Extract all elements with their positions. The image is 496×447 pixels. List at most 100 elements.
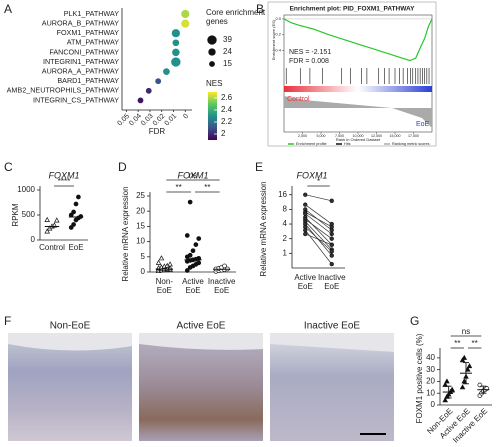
data-point — [44, 216, 50, 222]
legend-title: genes — [206, 17, 228, 26]
histology-image — [139, 333, 263, 441]
colorbar-label: 2 — [221, 129, 226, 138]
data-point — [73, 201, 79, 207]
y-tick-label: 5 — [141, 252, 146, 261]
data-point — [71, 209, 76, 215]
data-point — [449, 386, 455, 392]
data-point — [155, 259, 162, 265]
x-tick-label: 7,500 — [335, 134, 344, 138]
legend-label: Hits — [344, 142, 351, 146]
y-tick-label: 20 — [426, 377, 435, 386]
x-tick-label: 12,500 — [371, 134, 382, 138]
x-tick-label: Active — [294, 273, 316, 282]
y-tick-label: INTEGRIN_CS_PATHWAY — [33, 95, 119, 104]
annotation: NES = -2.151 — [289, 49, 331, 56]
data-point — [54, 217, 60, 223]
y-tick-label: 30 — [426, 365, 435, 374]
y-tick-label: INTEGRIN1_PATHWAY — [43, 57, 119, 66]
legend-label: 39 — [223, 35, 232, 44]
x-axis-label: FDR — [149, 127, 166, 136]
x-tick-label: Control — [39, 243, 65, 252]
panel-label: C — [4, 160, 13, 174]
data-point — [303, 211, 308, 216]
significance-label: * — [317, 177, 320, 186]
panel-label: A — [4, 2, 12, 16]
data-point — [190, 248, 196, 254]
legend-label: Ranking metric scores — [392, 142, 430, 146]
phenotype-label: Control — [287, 96, 310, 103]
x-tick-label: 15,000 — [390, 134, 401, 138]
x-tick-label: Inactive — [318, 273, 346, 282]
x-tick-label: 0 — [182, 113, 190, 121]
dot — [172, 48, 180, 57]
image-title: Non-EoE — [50, 321, 91, 332]
legend-size — [208, 48, 216, 56]
significance-label: ** — [176, 183, 182, 192]
pair-line — [305, 219, 332, 239]
pair-line — [304, 223, 333, 256]
y-tick-label: 20 — [136, 206, 145, 215]
data-point — [329, 236, 334, 241]
y-axis-label: Relative mRNA expression — [259, 181, 268, 276]
data-point — [44, 228, 50, 234]
chart-title: FOXM1 — [177, 170, 208, 180]
data-point — [459, 357, 466, 363]
dot — [155, 78, 162, 85]
y-tick-label: -0.2 — [274, 32, 282, 37]
data-point — [303, 231, 308, 237]
y-axis-label: FOXM1 positive cells (%) — [415, 333, 424, 423]
y-axis-label: RPKM — [11, 203, 20, 226]
y-tick-label: 40 — [426, 353, 435, 362]
data-point — [329, 261, 334, 267]
y-tick-label: 10 — [136, 237, 145, 246]
pair-line — [305, 211, 332, 228]
dot — [171, 57, 181, 67]
y-tick-label: PLK1_PATHWAY — [64, 9, 119, 18]
panel-label: D — [118, 160, 127, 174]
pair-line — [305, 194, 332, 202]
data-point — [184, 233, 190, 238]
data-point — [303, 202, 308, 207]
panel-label: B — [256, 2, 264, 16]
data-point — [329, 242, 334, 247]
y-tick-label: -0.4 — [274, 47, 282, 52]
y-axis-label: Relative mRNA expression — [121, 186, 130, 281]
data-point — [193, 242, 199, 247]
y-tick-label: 8 — [283, 204, 288, 213]
image-title: Active EoE — [177, 321, 226, 332]
pair-line — [304, 221, 333, 250]
x-tick-label: 10,000 — [353, 134, 364, 138]
x-tick-label: EoE — [324, 282, 339, 291]
x-axis-label: Rank in Ordered Dataset — [336, 137, 381, 142]
colorbar-label: 2.6 — [221, 93, 233, 102]
x-tick-label: 0.04 — [128, 113, 143, 128]
dot — [137, 97, 144, 104]
pair-line — [304, 217, 333, 246]
legend-title: NES — [206, 79, 222, 88]
chart-title: FOXM1 — [48, 170, 79, 180]
legend-label: 24 — [223, 47, 232, 56]
x-tick-label: 17,500 — [408, 134, 419, 138]
y-tick-label: 25 — [136, 191, 145, 200]
image-title: Inactive EoE — [304, 321, 360, 332]
y-tick-label: ATM_PATHWAY — [67, 38, 120, 47]
pair-line — [305, 233, 332, 246]
colorbar — [208, 92, 217, 140]
legend-title: Core enrichment — [206, 8, 266, 17]
x-tick-label: EoE — [68, 243, 83, 252]
y-tick-label: AMB2_NEUTROPHILS_PATHWAY — [7, 86, 120, 95]
legend-label: 15 — [223, 59, 232, 68]
y-tick-label: 0 — [141, 267, 146, 276]
y-tick-label: 0.0 — [275, 16, 281, 21]
x-tick-label: EoE — [214, 286, 229, 295]
histology-image — [270, 333, 394, 441]
y-tick-label: 2 — [283, 234, 288, 243]
ranking-metric — [284, 96, 432, 128]
x-tick-label: EoE — [157, 286, 172, 295]
data-point — [303, 192, 308, 197]
y-tick-label: 1 — [283, 248, 288, 257]
dot — [171, 29, 180, 38]
significance-label: ** — [454, 339, 460, 348]
y-tick-label: AURORA_B_PATHWAY — [42, 19, 119, 28]
legend-size — [209, 61, 215, 67]
